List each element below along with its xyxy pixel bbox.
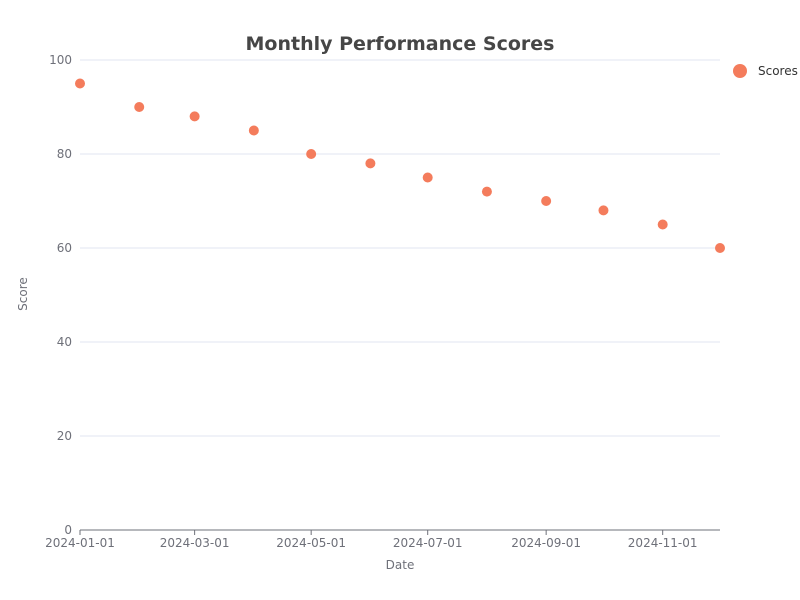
x-tick-label: 2024-05-01 xyxy=(276,536,346,550)
data-point[interactable] xyxy=(75,78,85,89)
y-tick-label: 60 xyxy=(57,241,72,255)
data-point[interactable] xyxy=(306,149,317,159)
data-point[interactable] xyxy=(248,125,259,136)
data-point[interactable] xyxy=(134,102,145,112)
x-axis: 2024-01-01 2024-03-01 2024-05-01 2024-07-01… xyxy=(45,529,720,550)
grid-lines xyxy=(80,59,720,437)
data-point[interactable] xyxy=(715,243,725,253)
data-point[interactable] xyxy=(541,196,552,206)
x-tick-label: 2024-03-01 xyxy=(160,536,230,550)
data-point[interactable] xyxy=(598,205,609,216)
legend-label[interactable]: Scores xyxy=(758,64,798,78)
legend-marker[interactable] xyxy=(733,64,747,78)
data-point[interactable] xyxy=(481,186,492,197)
x-tick-label: 2024-07-01 xyxy=(393,536,463,550)
y-tick-label: 20 xyxy=(57,429,72,443)
data-points xyxy=(75,78,725,253)
x-tick-label: 2024-09-01 xyxy=(511,536,581,550)
y-axis-label: Score xyxy=(16,277,30,311)
chart-title: Monthly Performance Scores xyxy=(246,33,555,55)
y-tick-label: 100 xyxy=(49,53,72,67)
x-tick-label: 2024-01-01 xyxy=(45,536,115,550)
x-axis-label: Date xyxy=(386,558,415,572)
legend[interactable]: Scores xyxy=(733,64,798,78)
data-point[interactable] xyxy=(189,111,200,122)
x-tick-label: 2024-11-01 xyxy=(628,536,698,550)
y-tick-label: 80 xyxy=(57,147,72,161)
data-point[interactable] xyxy=(365,158,376,169)
data-point[interactable] xyxy=(422,172,433,183)
data-point[interactable] xyxy=(657,219,668,230)
y-tick-label: 40 xyxy=(57,335,72,349)
y-axis-ticks: 0 20 40 60 80 100 xyxy=(49,53,72,537)
y-tick-label: 0 xyxy=(64,523,72,537)
